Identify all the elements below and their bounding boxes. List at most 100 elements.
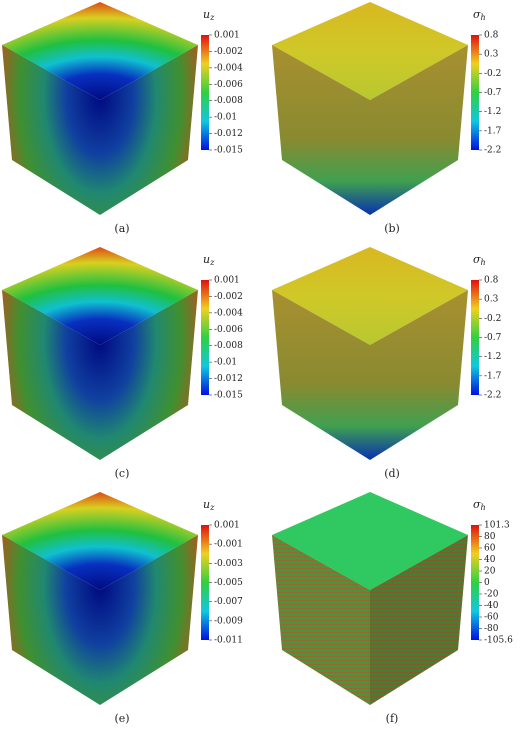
- colorbar-tick-label: 0.001: [214, 521, 240, 531]
- cube-top-face: [2, 247, 198, 345]
- colorbar: [471, 35, 479, 150]
- colorbar-title: σh: [473, 498, 486, 512]
- colorbar-tick-label: -0.006: [214, 80, 243, 90]
- colorbar-subscript: z: [209, 13, 215, 22]
- colorbar-tick-label: -20: [484, 590, 499, 600]
- colorbar-tick-label: -0.2: [484, 69, 501, 79]
- panel: σh 0.8 0.3 -0.2 -0.7 -1.2 -1.7 -2.2 (d): [272, 247, 502, 480]
- colorbar-tick-label: 0.8: [484, 276, 499, 286]
- colorbar-subscript: h: [481, 258, 486, 267]
- panel: σh 0.8 0.3 -0.2 -0.7 -1.2 -1.7 -2.2 (b): [272, 2, 502, 235]
- colorbar-subscript: h: [481, 503, 486, 512]
- colorbar-tick-label: -0.012: [214, 374, 243, 384]
- colorbar-tick-label: 20: [484, 567, 496, 577]
- colorbar-tick-label: 60: [484, 544, 496, 554]
- colorbar-tick-label: -1.7: [484, 126, 502, 136]
- colorbar-symbol: u: [203, 498, 210, 511]
- colorbar-tick-label: 40: [484, 555, 496, 565]
- colorbar-title: uz: [203, 498, 215, 512]
- colorbar-title: uz: [203, 8, 215, 22]
- colorbar-title: σh: [473, 8, 486, 22]
- colorbar-tick-label: -1.2: [484, 107, 501, 117]
- panel: uz 0.001 -0.002 -0.004 -0.006 -0.008 -0.01 -0.0…: [2, 2, 243, 235]
- colorbar-tick-label: -40: [484, 601, 499, 611]
- panel-caption: (e): [114, 712, 129, 725]
- cube-right-face: [370, 535, 468, 705]
- colorbar: [471, 525, 479, 640]
- colorbar-tick-label: -2.2: [484, 146, 501, 156]
- cube-top-face: [272, 492, 468, 590]
- cube-left-face: [2, 290, 100, 460]
- colorbar: [201, 525, 209, 640]
- panel: uz 0.001 -0.001 -0.003 -0.005 -0.007 -0.009 -0.…: [2, 492, 243, 725]
- cube-shade: [370, 535, 468, 705]
- colorbar-tick-label: 0.001: [214, 276, 240, 286]
- colorbar-symbol: σ: [473, 498, 481, 511]
- colorbar-tick-label: 0.3: [484, 50, 499, 60]
- cube-top-face: [2, 492, 198, 590]
- colorbar-tick-label: -0.015: [214, 146, 243, 156]
- cube-right-face: [100, 535, 198, 705]
- cube-left-face: [2, 535, 100, 705]
- colorbar-tick-label: -0.004: [214, 308, 243, 318]
- colorbar-tick-label: -1.7: [484, 371, 502, 381]
- colorbar-tick-label: -0.009: [214, 616, 243, 626]
- colorbar-tick-label: -0.01: [214, 358, 237, 368]
- panel-caption: (b): [384, 222, 400, 235]
- colorbar-tick-label: -0.003: [214, 559, 243, 569]
- cube-top-face: [2, 2, 198, 100]
- panel-caption: (a): [114, 222, 129, 235]
- cube-right-face: [100, 45, 198, 215]
- colorbar-tick-label: -0.01: [214, 113, 237, 123]
- cube-left-face: [272, 290, 370, 460]
- colorbar-tick-label: -2.2: [484, 391, 501, 401]
- colorbar-tick-label: -0.011: [214, 636, 243, 646]
- colorbar-symbol: σ: [473, 8, 481, 21]
- colorbar-tick-label: 0.8: [484, 31, 499, 41]
- colorbar-tick-label: -0.004: [214, 63, 243, 73]
- colorbar-title: uz: [203, 253, 215, 267]
- colorbar-tick-label: -0.008: [214, 96, 243, 106]
- cube-left-face: [2, 45, 100, 215]
- colorbar-tick-label: -60: [484, 613, 499, 623]
- colorbar-tick-label: 0.001: [214, 31, 240, 41]
- colorbar-tick-label: -0.002: [214, 47, 243, 57]
- panel: uz 0.001 -0.002 -0.004 -0.006 -0.008 -0.01 -0.0…: [2, 247, 243, 480]
- cube-right-face: [370, 45, 468, 215]
- colorbar-tick-label: -0.012: [214, 129, 243, 139]
- cube-top-face: [272, 247, 468, 345]
- colorbar-tick-label: -0.005: [214, 578, 243, 588]
- colorbar-tick-label: -0.7: [484, 88, 502, 98]
- cube-right-face: [370, 290, 468, 460]
- colorbar-symbol: σ: [473, 253, 481, 266]
- colorbar-tick-label: -0.002: [214, 292, 243, 302]
- colorbar-tick-label: 101.3: [484, 521, 510, 531]
- colorbar-tick-label: -0.2: [484, 314, 501, 324]
- colorbar-tick-label: -0.7: [484, 333, 502, 343]
- colorbar-tick-label: -0.007: [214, 597, 243, 607]
- colorbar-title: σh: [473, 253, 486, 267]
- cube-right-face: [100, 290, 198, 460]
- colorbar-tick-label: -0.008: [214, 341, 243, 351]
- colorbar-tick-label: 80: [484, 532, 496, 542]
- colorbar-tick-label: -1.2: [484, 352, 501, 362]
- colorbar-tick-label: -105.6: [484, 636, 513, 646]
- colorbar-subscript: h: [481, 13, 486, 22]
- colorbar-subscript: z: [209, 503, 215, 512]
- colorbar-tick-label: -0.006: [214, 325, 243, 335]
- colorbar-tick-label: 0: [484, 578, 490, 588]
- colorbar-tick-label: -80: [484, 624, 499, 634]
- colorbar: [201, 35, 209, 150]
- colorbar-tick-label: 0.3: [484, 295, 499, 305]
- colorbar-symbol: u: [203, 253, 210, 266]
- panel-caption: (c): [115, 467, 130, 480]
- colorbar-subscript: z: [209, 258, 215, 267]
- colorbar: [201, 280, 209, 395]
- panel-caption: (f): [386, 712, 399, 725]
- cube-left-face: [272, 535, 370, 705]
- panel-caption: (d): [384, 467, 400, 480]
- cube-left-face: [272, 45, 370, 215]
- colorbar-tick-label: -0.001: [214, 540, 243, 550]
